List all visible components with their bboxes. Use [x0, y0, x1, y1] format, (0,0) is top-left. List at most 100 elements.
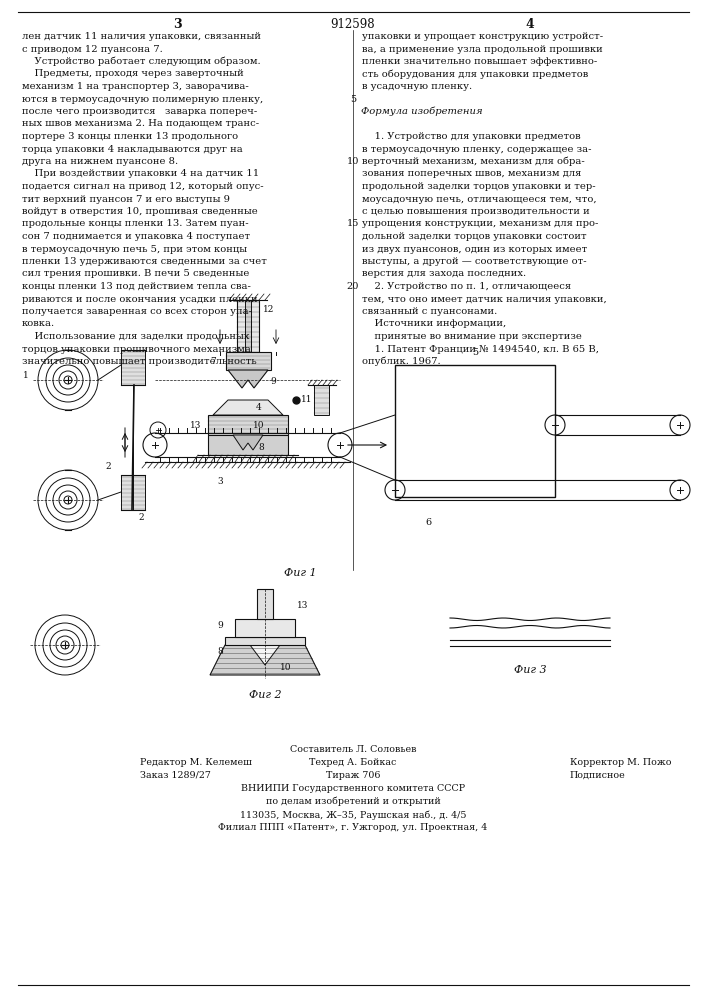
Text: Филиал ППП «Патент», г. Ужгород, ул. Проектная, 4: Филиал ППП «Патент», г. Ужгород, ул. Про… [218, 823, 488, 832]
Text: ва, а применение узла продольной прошивки: ва, а применение узла продольной прошивк… [362, 44, 603, 53]
Text: принятые во внимание при экспертизе: принятые во внимание при экспертизе [362, 332, 582, 341]
Text: Предметы, проходя через заверточный: Предметы, проходя через заверточный [22, 70, 244, 79]
Text: 912598: 912598 [331, 18, 375, 31]
Text: риваются и после окончания усадки пленки: риваются и после окончания усадки пленки [22, 294, 257, 304]
Text: 13: 13 [297, 600, 308, 609]
Text: в усадочную пленку.: в усадочную пленку. [362, 82, 472, 91]
Text: пленки значительно повышает эффективно-: пленки значительно повышает эффективно- [362, 57, 597, 66]
Text: верточный механизм, механизм для обра-: верточный механизм, механизм для обра- [362, 157, 585, 166]
Text: значительно повышает производительность: значительно повышает производительность [22, 357, 257, 366]
Text: сть оборудования для упаковки предметов: сть оборудования для упаковки предметов [362, 70, 588, 79]
Text: 15: 15 [347, 220, 359, 229]
Text: 9: 9 [270, 377, 276, 386]
Bar [235, 619, 295, 637]
Bar [237, 300, 259, 355]
Text: 4: 4 [256, 402, 262, 412]
Text: с приводом 12 пуансона 7.: с приводом 12 пуансона 7. [22, 44, 163, 53]
Text: 1: 1 [23, 370, 29, 379]
Text: 8: 8 [258, 442, 264, 452]
Text: в термоусадочную печь 5, при этом концы: в термоусадочную печь 5, при этом концы [22, 244, 247, 253]
Text: связанный с пуансонами.: связанный с пуансонами. [362, 307, 497, 316]
Text: зования поперечных швов, механизм для: зования поперечных швов, механизм для [362, 169, 581, 178]
Text: тем, что оно имеет датчик наличия упаковки,: тем, что оно имеет датчик наличия упаков… [362, 294, 607, 304]
Text: в термоусадочную пленку, содержащее за-: в термоусадочную пленку, содержащее за- [362, 144, 592, 153]
Text: 2: 2 [105, 462, 110, 471]
Text: 6: 6 [425, 518, 431, 527]
Text: продольной заделки торцов упаковки и тер-: продольной заделки торцов упаковки и тер… [362, 182, 595, 191]
Text: 1. Устройство для упаковки предметов: 1. Устройство для упаковки предметов [362, 132, 580, 141]
Text: Корректор М. Пожо: Корректор М. Пожо [570, 758, 672, 767]
Text: Тираж 706: Тираж 706 [326, 771, 380, 780]
Text: портере 3 концы пленки 13 продольного: портере 3 концы пленки 13 продольного [22, 132, 238, 141]
Text: 3: 3 [173, 18, 181, 31]
Text: после чего производится   заварка попереч-: после чего производится заварка попереч- [22, 107, 257, 116]
Text: концы пленки 13 под действием тепла сва-: концы пленки 13 под действием тепла сва- [22, 282, 251, 291]
Text: Формула изобретения: Формула изобретения [361, 107, 483, 116]
Text: Фиг 3: Фиг 3 [514, 665, 547, 675]
Text: 13: 13 [190, 420, 201, 430]
Text: Источники информации,: Источники информации, [362, 320, 506, 328]
Bar [121, 350, 145, 385]
Text: 1. Патент Франции № 1494540, кл. В 65 В,: 1. Патент Франции № 1494540, кл. В 65 В, [362, 344, 599, 354]
Bar [208, 435, 288, 455]
Bar [121, 475, 145, 510]
Text: Фиг 1: Фиг 1 [284, 568, 316, 578]
Text: При воздействии упаковки 4 на датчик 11: При воздействии упаковки 4 на датчик 11 [22, 169, 259, 178]
Text: друга на нижнем пуансоне 8.: друга на нижнем пуансоне 8. [22, 157, 178, 166]
Text: 4: 4 [525, 18, 534, 31]
Text: 12: 12 [263, 306, 274, 314]
Text: сил трения прошивки. В печи 5 сведенные: сил трения прошивки. В печи 5 сведенные [22, 269, 250, 278]
Polygon shape [213, 400, 283, 415]
Polygon shape [228, 370, 268, 388]
Text: упаковки и упрощает конструкцию устройст-: упаковки и упрощает конструкцию устройст… [362, 32, 603, 41]
Text: Составитель Л. Соловьев: Составитель Л. Соловьев [290, 745, 416, 754]
Bar [395, 365, 555, 497]
Text: из двух пуансонов, один из которых имеет: из двух пуансонов, один из которых имеет [362, 244, 588, 253]
Text: моусадочную печь, отличающееся тем, что,: моусадочную печь, отличающееся тем, что, [362, 194, 597, 204]
Text: пленки 13 удерживаются сведенными за счет: пленки 13 удерживаются сведенными за сче… [22, 257, 267, 266]
Text: ковка.: ковка. [22, 320, 55, 328]
Text: 7: 7 [210, 357, 216, 365]
Text: Заказ 1289/27: Заказ 1289/27 [140, 771, 211, 780]
Text: продольные концы пленки 13. Затем пуан-: продольные концы пленки 13. Затем пуан- [22, 220, 249, 229]
Polygon shape [210, 645, 320, 675]
Text: 10: 10 [280, 664, 291, 672]
Text: 10: 10 [253, 420, 264, 430]
Text: сон 7 поднимается и упаковка 4 поступает: сон 7 поднимается и упаковка 4 поступает [22, 232, 250, 241]
Text: Техред А. Бойкас: Техред А. Бойкас [310, 758, 397, 767]
Bar [314, 385, 329, 415]
Text: торцов упаковки прошивочного механизма: торцов упаковки прошивочного механизма [22, 344, 251, 354]
Text: тит верхний пуансон 7 и его выступы 9: тит верхний пуансон 7 и его выступы 9 [22, 194, 230, 204]
Bar [208, 415, 288, 435]
Text: войдут в отверстия 10, прошивая сведенные: войдут в отверстия 10, прошивая сведенны… [22, 207, 258, 216]
Text: упрощения конструкции, механизм для про-: упрощения конструкции, механизм для про- [362, 220, 598, 229]
Text: Подписное: Подписное [570, 771, 626, 780]
Text: 2. Устройство по п. 1, отличающееся: 2. Устройство по п. 1, отличающееся [362, 282, 571, 291]
Text: 2: 2 [138, 513, 144, 522]
Text: по делам изобретений и открытий: по делам изобретений и открытий [266, 797, 440, 806]
Text: 11: 11 [301, 395, 312, 404]
Bar [226, 352, 271, 370]
Text: 9: 9 [217, 620, 223, 630]
Text: 10: 10 [347, 157, 359, 166]
Text: 5: 5 [472, 348, 478, 357]
Bar [257, 589, 273, 619]
Text: Редактор М. Келемеш: Редактор М. Келемеш [140, 758, 252, 767]
Text: ных швов механизма 2. На подающем транс-: ных швов механизма 2. На подающем транс- [22, 119, 259, 128]
Text: лен датчик 11 наличия упаковки, связанный: лен датчик 11 наличия упаковки, связанны… [22, 32, 261, 41]
Text: получается заваренная со всех сторон упа-: получается заваренная со всех сторон упа… [22, 307, 252, 316]
Text: Использование для заделки продольных: Использование для заделки продольных [22, 332, 250, 341]
Text: выступы, а другой — соответствующие от-: выступы, а другой — соответствующие от- [362, 257, 587, 266]
Polygon shape [233, 435, 263, 450]
Text: верстия для захода последних.: верстия для захода последних. [362, 269, 526, 278]
Text: Устройство работает следующим образом.: Устройство работает следующим образом. [22, 57, 261, 66]
Text: 3: 3 [217, 477, 223, 486]
Text: с целью повышения производительности и: с целью повышения производительности и [362, 207, 590, 216]
Text: дольной заделки торцов упаковки состоит: дольной заделки торцов упаковки состоит [362, 232, 587, 241]
Polygon shape [250, 645, 280, 665]
Text: ВНИИПИ Государственного комитета СССР: ВНИИПИ Государственного комитета СССР [241, 784, 465, 793]
Text: ются в термоусадочную полимерную пленку,: ются в термоусадочную полимерную пленку, [22, 95, 263, 104]
Text: 5: 5 [350, 95, 356, 104]
Text: опублик. 1967.: опублик. 1967. [362, 357, 440, 366]
Bar [225, 637, 305, 645]
